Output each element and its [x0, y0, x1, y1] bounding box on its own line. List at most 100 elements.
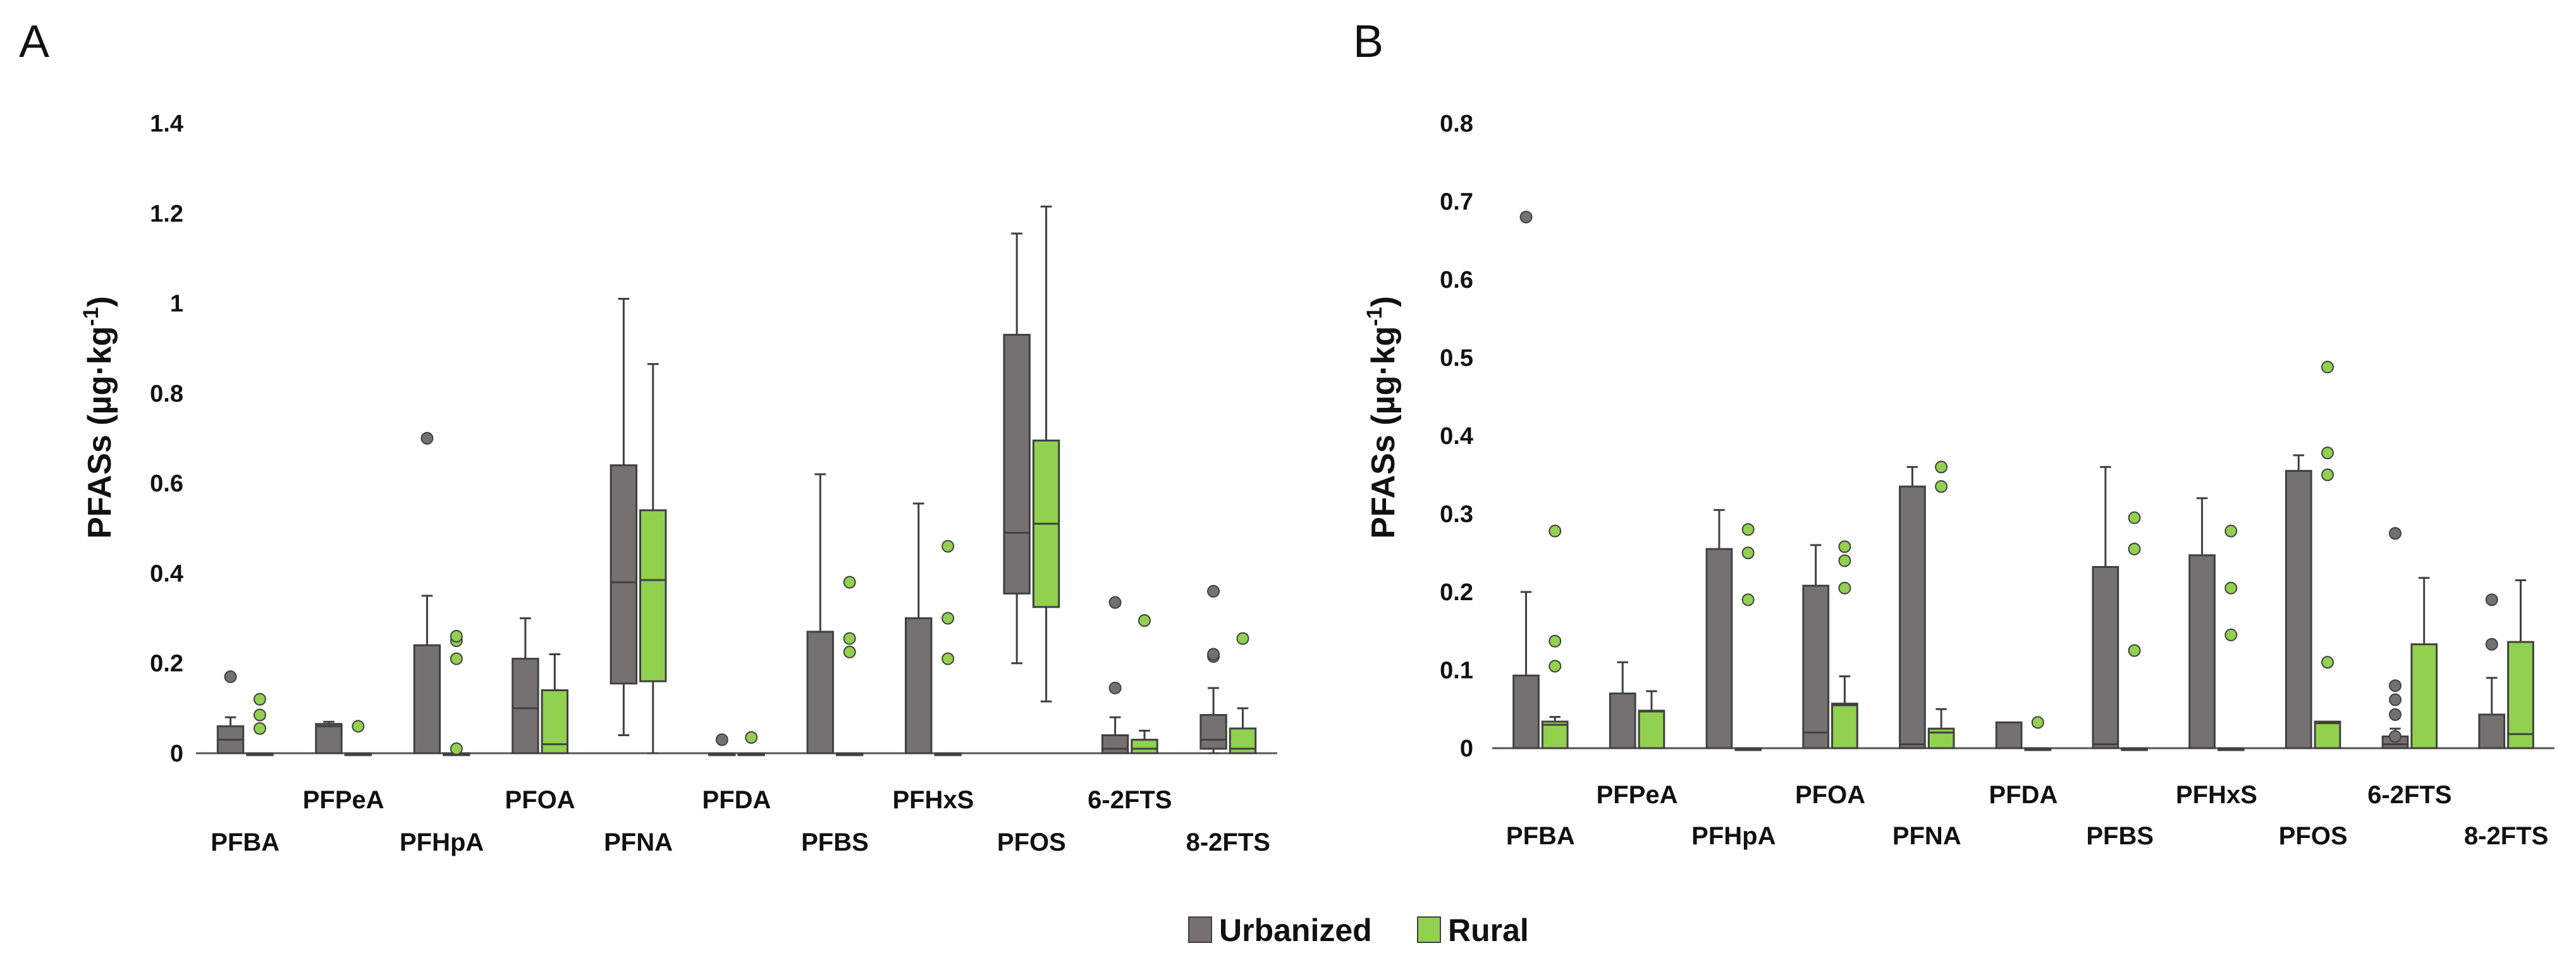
outlier-point	[2485, 637, 2498, 651]
outlier-point	[2389, 679, 2402, 693]
outlier-point	[2224, 524, 2238, 538]
panel-b-box-urbanized	[2381, 527, 2409, 749]
outlier-point	[1838, 554, 1851, 567]
panel-b-category-label: PFHpA	[1691, 822, 1776, 850]
panel-a-box-urbanized	[1003, 232, 1031, 665]
panel-a-category-label: PFHpA	[400, 828, 484, 856]
panel-a-y-tick-label: 0.6	[150, 471, 183, 497]
legend-label-rural: Rural	[1448, 913, 1529, 948]
panel-b-box-rural	[2024, 716, 2052, 751]
outlier-point	[352, 720, 365, 733]
box	[1199, 714, 1227, 750]
box	[1131, 739, 1158, 755]
panel-b-box-rural	[2410, 577, 2438, 749]
panel-b-y-tick-label: 0	[1460, 736, 1473, 762]
outlier-point	[1236, 632, 1249, 645]
box	[1541, 720, 1569, 749]
panel-a-box-urbanized	[216, 670, 245, 755]
outlier-point	[450, 652, 463, 665]
panel-a-category-label: PFHxS	[892, 786, 974, 814]
panel-a-category-label: 6-2FTS	[1088, 786, 1172, 814]
box	[1995, 721, 2023, 749]
panel-b-y-tick-label: 0.2	[1440, 579, 1473, 606]
panel-b-box-rural	[1927, 460, 1955, 749]
outlier-point	[2485, 593, 2498, 607]
panel-b-category-label: PFPeA	[1597, 781, 1678, 809]
box	[1802, 584, 1830, 749]
panel-b-y-tick-label: 0.8	[1440, 111, 1473, 137]
outlier-point	[843, 576, 856, 589]
outlier-point	[2128, 543, 2141, 556]
outlier-point	[2224, 581, 2238, 594]
outlier-point	[1838, 540, 1851, 553]
box	[2188, 554, 2216, 749]
box	[639, 509, 667, 682]
panel-b-box-urbanized	[1802, 544, 1830, 749]
panel-b-box-urbanized	[1899, 465, 1926, 749]
panel-b-category-label: PFBS	[2086, 822, 2154, 850]
legend: Urbanized Rural	[1188, 913, 1529, 948]
panel-a-plot-area	[196, 206, 1277, 756]
box	[2478, 713, 2506, 749]
panel-a-box-rural	[1229, 632, 1257, 755]
panel-a-category-label: PFOS	[997, 828, 1066, 856]
box	[2410, 643, 2438, 749]
box	[1831, 703, 1858, 749]
panel-a-y-tick-label: 0.4	[150, 560, 183, 587]
panel-a-box-rural	[344, 720, 372, 756]
box	[315, 723, 343, 755]
panel-a-box-urbanized	[315, 720, 343, 755]
outlier-point	[843, 645, 856, 658]
outlier-point	[1741, 523, 1755, 536]
panel-a-category-label: PFPeA	[303, 786, 384, 814]
outlier-point	[1207, 648, 1220, 661]
outlier-point	[1549, 524, 1562, 538]
panel-b-box-rural	[1734, 523, 1762, 751]
outlier-point	[2321, 656, 2334, 669]
outlier-point	[745, 731, 758, 744]
panel-b-category-label: 8-2FTS	[2464, 822, 2548, 850]
outlier-point	[1935, 460, 1948, 474]
panel-b-box-urbanized	[1995, 721, 2023, 749]
panel-b-box-urbanized	[2092, 465, 2119, 749]
outlier-point	[2389, 730, 2402, 743]
panel-a-chart: A PFASs (µg·kg-1) 0 0.2 0.4 0.6 0.8 1 1.2 1.4 P…	[19, 16, 1277, 856]
panel-b-box-urbanized	[1512, 211, 1540, 749]
outlier-point	[2031, 716, 2044, 729]
panel-a-category-label: PFDA	[702, 786, 771, 814]
outlier-point	[1741, 593, 1755, 607]
panel-b-box-urbanized	[1705, 508, 1733, 749]
panel-a-box-rural	[246, 693, 274, 756]
box	[2285, 470, 2312, 749]
panel-b-box-rural	[1541, 524, 1569, 749]
panel-a-box-urbanized	[904, 502, 933, 755]
panel-b-category-label: PFOA	[1795, 781, 1865, 809]
panel-a-box-rural	[737, 731, 765, 756]
outlier-point	[2128, 644, 2141, 657]
panel-b-box-urbanized	[2285, 454, 2312, 749]
panel-b-category-label: PFBA	[1506, 822, 1575, 850]
panel-b-box-rural	[1831, 540, 1858, 749]
legend-label-urbanized: Urbanized	[1219, 913, 1372, 948]
panel-b-plot-area	[1492, 211, 2555, 751]
panel-a-box-rural	[443, 630, 470, 756]
box	[1101, 734, 1129, 755]
outlier-point	[224, 670, 237, 684]
box	[610, 464, 638, 685]
panel-b-y-tick-label: 0.4	[1440, 423, 1473, 450]
outlier-point	[1207, 584, 1220, 598]
panel-a-letter: A	[19, 16, 49, 67]
box	[1609, 693, 1636, 749]
box	[512, 658, 539, 755]
outlier-point	[253, 722, 266, 735]
panel-a-box-rural	[541, 653, 569, 755]
panel-a-category-labels: PFBA PFPeA PFHpA PFOA PFNA PFDA PFBS PFHxS PFOS 6…	[211, 786, 1270, 856]
panel-a-y-tick-label: 0	[170, 741, 183, 767]
outlier-point	[1549, 660, 1562, 673]
panel-b-category-label: PFOS	[2279, 822, 2348, 850]
panel-b-box-rural	[2314, 360, 2341, 749]
panel-a-box-urbanized	[512, 617, 539, 755]
panel-b-box-rural	[1638, 690, 1665, 749]
box	[1927, 727, 1955, 749]
